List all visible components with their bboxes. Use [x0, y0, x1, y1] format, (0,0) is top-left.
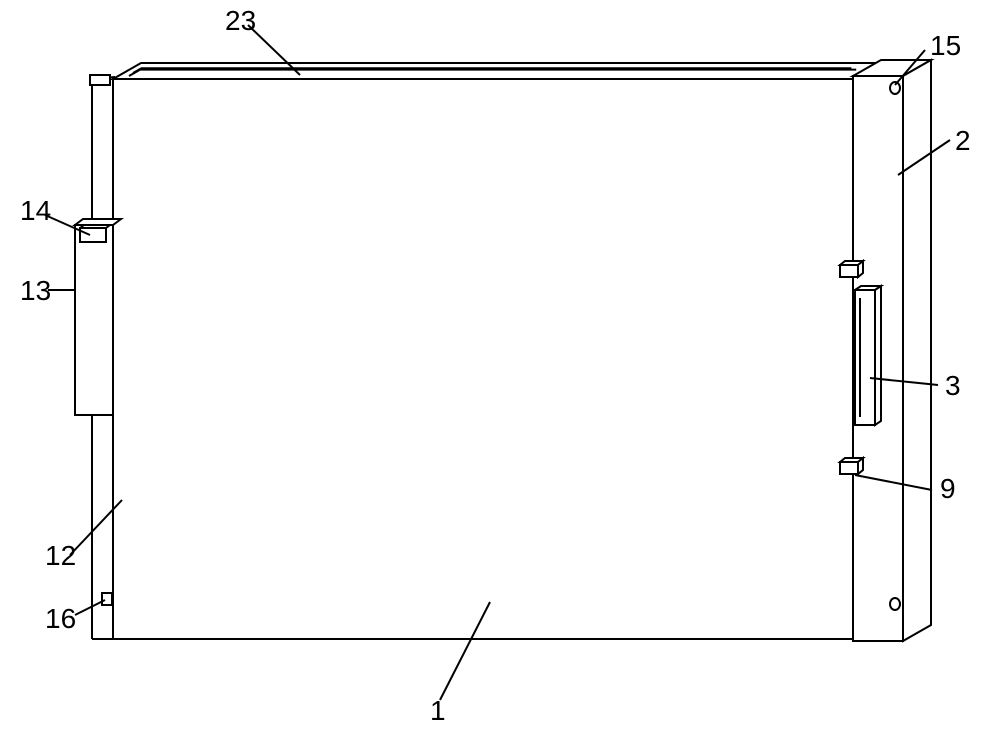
- callout-label-l16: 16: [45, 603, 76, 634]
- callout-label-l1: 1: [430, 695, 446, 726]
- callout-label-l23: 23: [225, 5, 256, 36]
- callout-label-l15: 15: [930, 30, 961, 61]
- callout-label-l14: 14: [20, 195, 51, 226]
- callout-label-l9: 9: [940, 473, 956, 504]
- callout-label-l13: 13: [20, 275, 51, 306]
- diagram-canvas: 2315239141312161: [0, 0, 1000, 737]
- callout-label-l3: 3: [945, 370, 961, 401]
- callout-label-l2: 2: [955, 125, 971, 156]
- callout-label-l12: 12: [45, 540, 76, 571]
